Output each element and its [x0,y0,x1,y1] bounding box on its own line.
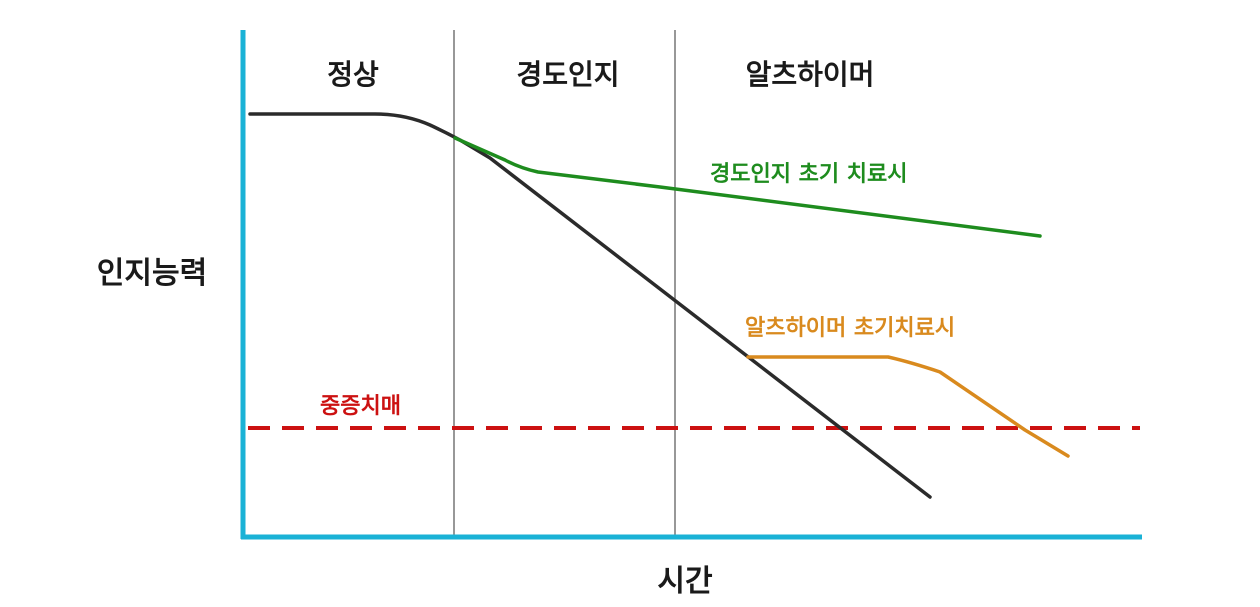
phase-label-normal: 정상 [327,58,379,91]
y-axis-label: 인지능력 [97,256,207,291]
severe-dementia-label: 중증치매 [320,394,401,419]
phase-label-mci: 경도인지 [516,58,619,91]
x-axis-label: 시간 [657,564,713,599]
mci-treatment-label: 경도인지 초기 치료시 [710,162,907,187]
mci-treatment-curve [453,136,1042,238]
alz-treatment-curve [746,355,1070,458]
alz-treatment-label: 알츠하이머 초기치료시 [745,316,955,341]
phase-label-alzheimer: 알츠하이머 [746,58,875,91]
